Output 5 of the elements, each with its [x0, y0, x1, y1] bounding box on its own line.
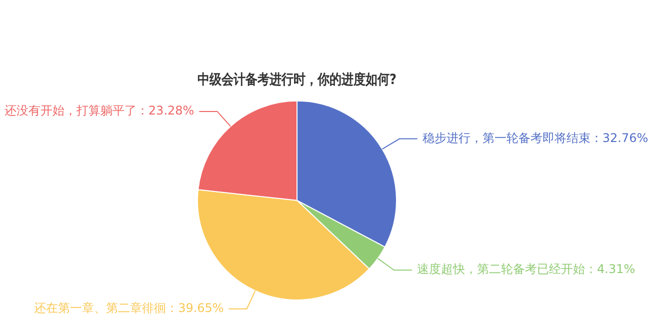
slice-label: 还没有开始，打算躺平了：23.28% [4, 104, 194, 118]
slice-label: 还在第一章、第二章徘徊：39.65% [34, 300, 224, 315]
slice-label: 速度超快，第二轮备考已经开始：4.31% [417, 262, 636, 276]
chart-title: 中级会计备考进行时，你的进度如何? [198, 71, 396, 88]
slice-label: 稳步进行，第一轮备考即将结束：32.76% [422, 130, 648, 145]
